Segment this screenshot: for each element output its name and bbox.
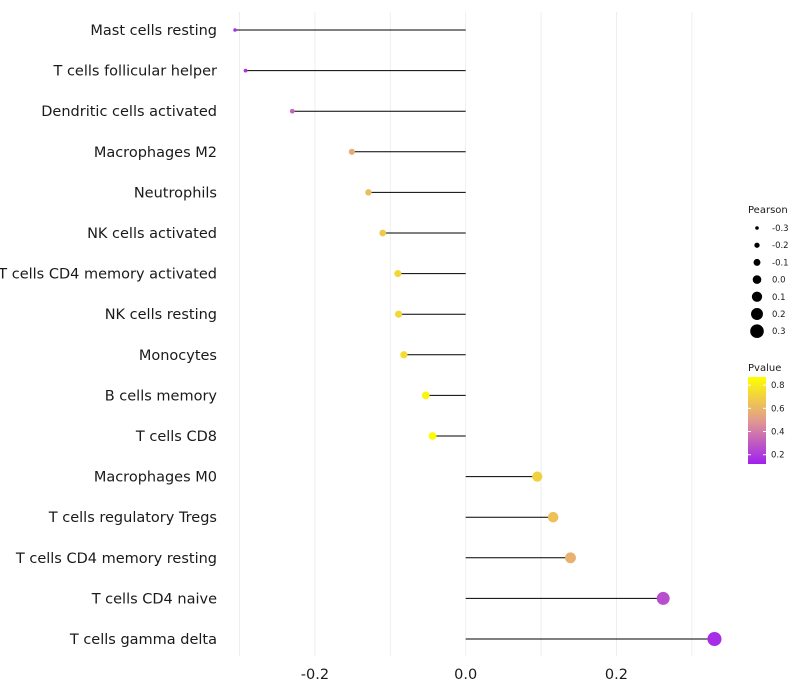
size-legend-label: 0.2 — [772, 310, 786, 320]
category-label-t-cells-gamma-delta: T cells gamma delta — [69, 632, 217, 648]
color-legend-label: 0.4 — [771, 428, 785, 438]
size-legend-dot — [752, 275, 762, 284]
color-legend-label: 0.2 — [771, 451, 785, 461]
x-tick-label: 0.0 — [454, 667, 477, 683]
point-neutrophils — [365, 189, 372, 196]
category-label-nk-cells-resting: NK cells resting — [105, 307, 217, 323]
size-legend-label: -0.2 — [772, 241, 789, 251]
size-legend-label: 0.1 — [772, 293, 786, 303]
point-mast-cells-resting — [233, 28, 237, 32]
point-nk-cells-activated — [379, 229, 387, 237]
color-legend-label: 0.8 — [771, 381, 785, 391]
point-macrophages-m2 — [348, 148, 355, 155]
lollipop-stems — [235, 29, 715, 640]
point-t-cells-cd4-naive — [656, 591, 670, 605]
category-label-monocytes: Monocytes — [139, 348, 217, 364]
point-nk-cells-resting — [395, 310, 403, 318]
x-axis-tick-labels: -0.2 0.0 0.2 — [301, 667, 628, 683]
x-tick-label: -0.2 — [301, 667, 329, 683]
category-label-t-cells-follicular-helper: T cells follicular helper — [52, 64, 217, 80]
category-label-t-cells-cd4-memory-activated: T cells CD4 memory activated — [0, 267, 217, 283]
size-legend-label: -0.3 — [772, 224, 789, 234]
point-t-cells-cd8 — [428, 432, 437, 440]
point-t-cells-regulatory-tregs — [547, 511, 559, 523]
category-label-macrophages-m0: Macrophages M0 — [94, 470, 217, 486]
category-label-t-cells-cd4-naive: T cells CD4 naive — [91, 591, 217, 607]
size-legend-label: -0.1 — [772, 258, 789, 268]
category-label-t-cells-cd4-memory-resting: T cells CD4 memory resting — [15, 551, 217, 567]
pearson-size-legend: Pearson -0.3 -0.2 -0.1 0.0 0.1 0.2 0.3 — [748, 205, 789, 339]
category-labels: Mast cells resting T cells follicular hel… — [0, 23, 217, 648]
size-legend-label: 0.0 — [772, 276, 786, 286]
point-t-cells-gamma-delta — [707, 631, 722, 647]
size-legend-dot — [753, 258, 761, 266]
point-macrophages-m0 — [532, 471, 543, 482]
point-monocytes — [400, 351, 408, 359]
x-tick-label: 0.2 — [605, 667, 628, 683]
color-legend-title: Pvalue — [748, 363, 781, 374]
category-label-nk-cells-activated: NK cells activated — [87, 226, 217, 242]
size-legend-dot — [751, 291, 763, 302]
point-b-cells-memory — [421, 391, 430, 400]
size-legend-dot — [750, 324, 764, 339]
color-legend-label: 0.6 — [771, 404, 785, 414]
size-legend-dot — [755, 226, 759, 230]
grid-lines — [239, 12, 693, 656]
size-legend-label: 0.3 — [772, 327, 786, 337]
color-bar — [748, 377, 766, 464]
category-label-dendritic-cells-activated: Dendritic cells activated — [41, 104, 217, 120]
category-label-t-cells-regulatory-tregs: T cells regulatory Tregs — [48, 510, 217, 526]
point-dendritic-cells-activated — [289, 108, 295, 114]
pvalue-color-legend: Pvalue 0.2 0.4 0.6 0.8 — [748, 363, 785, 464]
category-label-mast-cells-resting: Mast cells resting — [90, 23, 217, 39]
size-legend-title: Pearson — [748, 205, 788, 216]
category-label-b-cells-memory: B cells memory — [105, 388, 218, 404]
size-legend-dot — [751, 308, 763, 320]
point-t-cells-cd4-memory-activated — [394, 270, 402, 278]
category-label-neutrophils: Neutrophils — [134, 185, 217, 201]
category-label-t-cells-cd8: T cells CD8 — [135, 429, 217, 445]
category-label-macrophages-m2: Macrophages M2 — [94, 145, 217, 161]
point-t-cells-follicular-helper — [243, 68, 248, 73]
lollipop-points — [233, 28, 722, 647]
point-t-cells-cd4-memory-resting — [565, 552, 576, 564]
size-legend-dot — [754, 242, 760, 248]
